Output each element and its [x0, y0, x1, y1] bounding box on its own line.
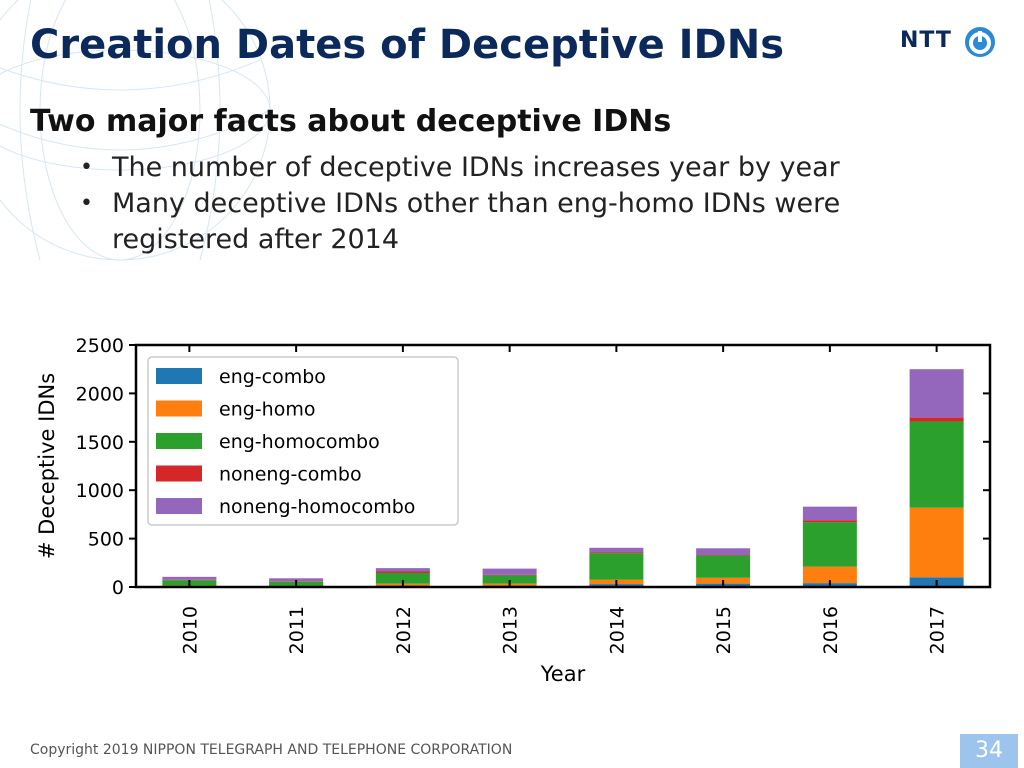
bullet-text: Many deceptive IDNs other than eng-homo …	[112, 188, 841, 255]
copyright-footer: Copyright 2019 NIPPON TELEGRAPH AND TELE…	[30, 742, 513, 758]
bar-segment-noneng-homocombo	[269, 578, 324, 582]
y-axis-label: # Deceptive IDNs	[35, 373, 59, 559]
bar-segment-noneng-combo	[909, 417, 964, 422]
plot-frame	[134, 343, 992, 589]
bar-segment-noneng-combo	[375, 571, 430, 573]
y-tick-label: 2500	[76, 335, 124, 357]
bar-segment-eng-homocombo	[589, 553, 644, 580]
bar-segment-eng-homocombo	[802, 522, 857, 567]
x-tick-label: 2013	[500, 606, 522, 654]
slide-title: Creation Dates of Deceptive IDNs	[30, 22, 785, 68]
x-tick-label: 2015	[713, 606, 735, 654]
y-tick-label: 1000	[76, 480, 124, 502]
legend-label: eng-homo	[219, 399, 315, 421]
bar-segment-noneng-homocombo	[589, 547, 644, 553]
bullet-dot-icon: •	[80, 191, 93, 216]
bar-segment-eng-homocombo	[696, 555, 751, 578]
bar-segment-eng-homo	[802, 566, 857, 584]
subheading: Two major facts about deceptive IDNs	[30, 104, 672, 139]
x-axis-label: Year	[540, 662, 586, 686]
bullet-list: • The number of deceptive IDNs increases…	[80, 150, 900, 258]
legend-label: eng-homocombo	[219, 431, 380, 453]
legend-label: noneng-combo	[219, 464, 362, 486]
bullet-item: • The number of deceptive IDNs increases…	[80, 150, 900, 186]
bar-segment-eng-homocombo	[909, 421, 964, 508]
x-tick-label: 2017	[927, 606, 949, 654]
bar-segment-noneng-homocombo	[909, 369, 964, 418]
bar-segment-noneng-homocombo	[802, 506, 857, 521]
x-tick-label: 2014	[606, 606, 628, 654]
logo-text: NTT	[900, 28, 952, 53]
page-number-badge: 34	[960, 734, 1018, 768]
y-tick-label: 2000	[76, 383, 124, 405]
x-tick-label: 2010	[179, 606, 201, 654]
bar-segment-eng-homo	[909, 507, 964, 578]
stacked-bar-chart: 0 500 1000 1500 2000 2500 2010 2011 2012 2013 2014…	[35, 335, 992, 686]
globe-decoration	[0, 0, 271, 261]
bar-segment-noneng-homocombo	[696, 548, 751, 556]
legend-swatch	[156, 400, 202, 417]
legend-swatch	[156, 368, 202, 384]
bar-segment-eng-homocombo	[375, 572, 430, 584]
bullet-text: The number of deceptive IDNs increases y…	[112, 152, 840, 183]
bullet-item: • Many deceptive IDNs other than eng-hom…	[80, 186, 900, 258]
ntt-logo: NTT	[900, 26, 1000, 62]
x-tick-label: 2012	[393, 606, 415, 654]
x-tick-label: 2016	[820, 606, 842, 654]
y-tick-label: 500	[88, 529, 124, 551]
y-tick-label: 1500	[76, 432, 124, 454]
y-tick-label: 0	[112, 577, 124, 599]
legend-swatch	[156, 465, 202, 482]
x-tick-label: 2011	[286, 606, 308, 654]
legend-swatch	[156, 498, 202, 514]
bar-segment-noneng-combo	[802, 520, 857, 523]
legend-swatch	[156, 433, 202, 449]
bullet-dot-icon: •	[80, 155, 93, 180]
legend-box	[147, 356, 459, 526]
legend-label: eng-combo	[219, 366, 326, 388]
bar-segment-eng-homocombo	[482, 575, 537, 584]
legend-label: noneng-homocombo	[219, 496, 415, 518]
bar-segment-noneng-combo	[589, 552, 644, 554]
bar-segment-noneng-homocombo	[375, 568, 430, 572]
bar-segment-noneng-homocombo	[482, 568, 537, 575]
ntt-logo-icon	[965, 27, 995, 57]
bar-segment-noneng-homocombo	[162, 576, 217, 580]
